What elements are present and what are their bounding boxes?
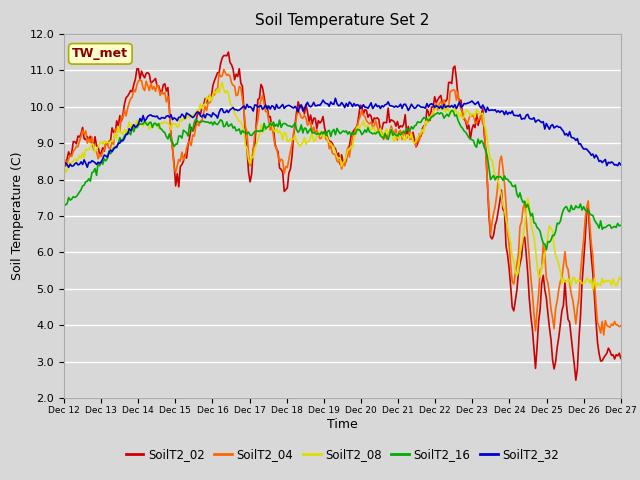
- SoilT2_16: [543, 247, 550, 253]
- Line: SoilT2_08: SoilT2_08: [64, 83, 621, 290]
- Text: TW_met: TW_met: [72, 48, 129, 60]
- SoilT2_04: [305, 120, 313, 126]
- X-axis label: Time: Time: [327, 418, 358, 431]
- Line: SoilT2_04: SoilT2_04: [64, 70, 621, 335]
- Legend: SoilT2_02, SoilT2_04, SoilT2_08, SoilT2_16, SoilT2_32: SoilT2_02, SoilT2_04, SoilT2_08, SoilT2_…: [121, 443, 564, 466]
- SoilT2_04: [600, 332, 607, 338]
- SoilT2_16: [617, 222, 625, 228]
- SoilT2_32: [332, 96, 339, 101]
- SoilT2_02: [572, 377, 580, 383]
- SoilT2_08: [129, 121, 136, 127]
- SoilT2_02: [589, 271, 596, 277]
- SoilT2_32: [589, 151, 596, 157]
- SoilT2_02: [255, 96, 263, 101]
- SoilT2_08: [228, 102, 236, 108]
- SoilT2_16: [129, 124, 136, 130]
- SoilT2_02: [617, 355, 625, 361]
- SoilT2_16: [589, 213, 596, 218]
- SoilT2_32: [130, 122, 138, 128]
- SoilT2_08: [255, 132, 263, 138]
- SoilT2_02: [246, 179, 254, 185]
- SoilT2_04: [255, 104, 263, 109]
- SoilT2_02: [225, 49, 232, 55]
- SoilT2_04: [588, 241, 595, 247]
- SoilT2_16: [448, 108, 456, 113]
- Line: SoilT2_16: SoilT2_16: [64, 110, 621, 250]
- SoilT2_02: [228, 62, 236, 68]
- SoilT2_16: [303, 131, 311, 136]
- Y-axis label: Soil Temperature (C): Soil Temperature (C): [11, 152, 24, 280]
- Line: SoilT2_02: SoilT2_02: [64, 52, 621, 380]
- SoilT2_04: [220, 67, 228, 72]
- SoilT2_16: [254, 128, 262, 133]
- SoilT2_32: [246, 104, 254, 109]
- SoilT2_08: [218, 80, 226, 85]
- SoilT2_04: [246, 163, 254, 168]
- SoilT2_32: [305, 103, 313, 108]
- SoilT2_02: [60, 164, 68, 169]
- SoilT2_32: [255, 104, 263, 109]
- SoilT2_04: [228, 80, 236, 86]
- SoilT2_08: [60, 165, 68, 170]
- SoilT2_32: [65, 165, 72, 170]
- SoilT2_32: [228, 106, 236, 111]
- SoilT2_08: [246, 161, 254, 167]
- SoilT2_04: [129, 94, 136, 100]
- SoilT2_16: [60, 203, 68, 209]
- SoilT2_04: [617, 323, 625, 328]
- SoilT2_04: [60, 164, 68, 169]
- SoilT2_08: [589, 287, 596, 293]
- SoilT2_02: [305, 119, 313, 124]
- Title: Soil Temperature Set 2: Soil Temperature Set 2: [255, 13, 429, 28]
- SoilT2_32: [60, 161, 68, 167]
- SoilT2_08: [588, 276, 595, 282]
- SoilT2_16: [226, 122, 234, 128]
- SoilT2_32: [617, 162, 625, 168]
- SoilT2_02: [129, 89, 136, 95]
- SoilT2_16: [244, 129, 252, 135]
- SoilT2_08: [305, 139, 313, 144]
- SoilT2_08: [617, 276, 625, 282]
- Line: SoilT2_32: SoilT2_32: [64, 98, 621, 168]
